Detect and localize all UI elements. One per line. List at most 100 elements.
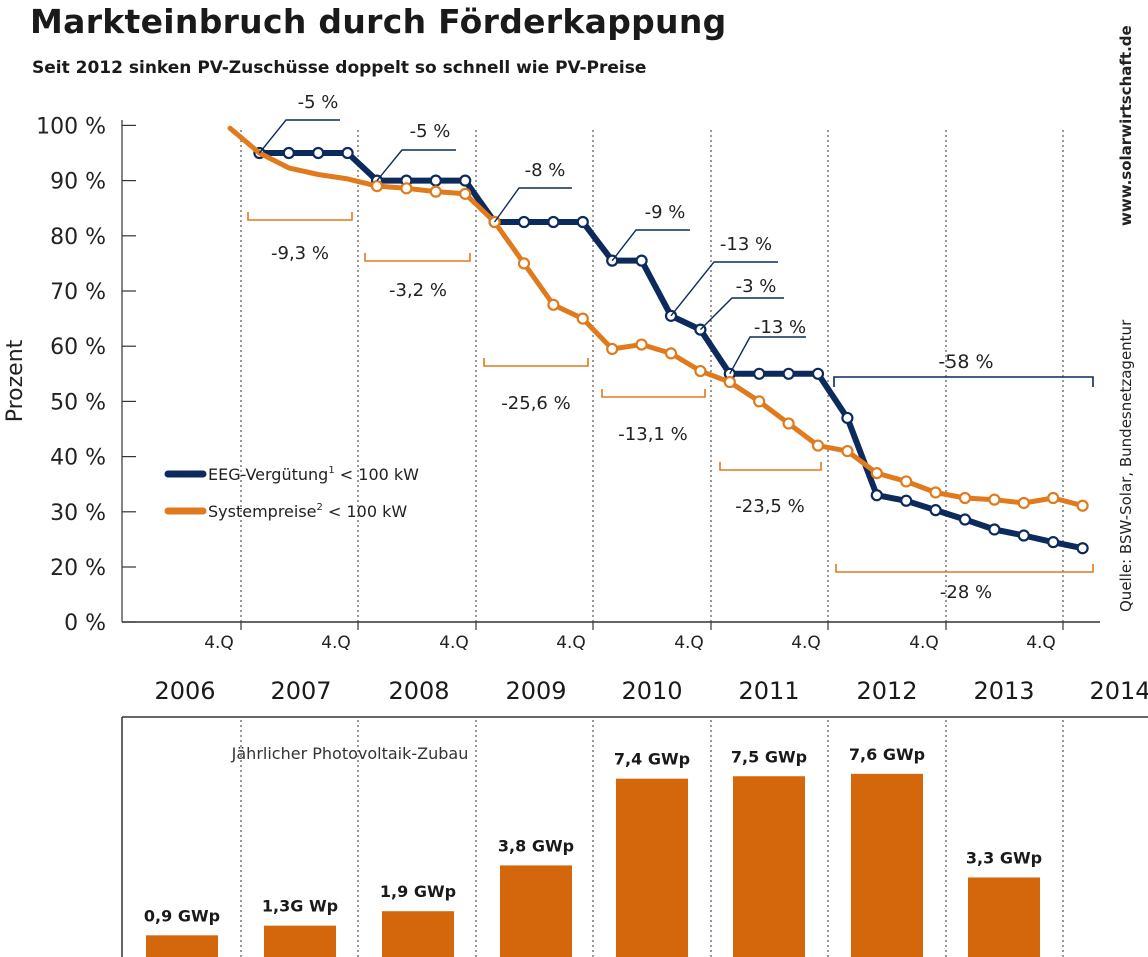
eeg-point — [1047, 536, 1060, 549]
system-point — [517, 257, 531, 270]
quarter-label: 4.Q — [439, 633, 469, 653]
eeg-change-label: -58 % — [938, 351, 993, 373]
eeg-point — [1017, 529, 1030, 542]
quarter-label: 4.Q — [204, 633, 234, 653]
bar-value-label: 1,3G Wp — [262, 897, 338, 916]
system-point — [635, 338, 648, 351]
system-change-label: -25,6 % — [501, 393, 570, 414]
eeg-point — [900, 494, 913, 507]
bar — [382, 911, 454, 957]
eeg-change-leader — [699, 297, 784, 331]
bar — [616, 778, 688, 957]
system-point — [900, 475, 913, 488]
eeg-bracket — [833, 376, 1094, 387]
system-point — [929, 486, 942, 499]
system-point — [1076, 499, 1089, 512]
source-label: Quelle: BSW-Solar, Bundesnetzagentur — [1117, 319, 1135, 612]
system-point — [988, 493, 1001, 506]
system-change-label: -23,5 % — [735, 496, 804, 517]
system-bracket — [483, 358, 589, 367]
system-point — [429, 185, 442, 198]
line-annotations: -5 % -5 % -8 % -9 % -13 % -3 % -13 % -58 % -9,3 … — [247, 92, 1094, 603]
bar — [733, 776, 805, 957]
eeg-point — [312, 146, 325, 160]
quarter-label: 4.Q — [556, 633, 586, 653]
system-point — [459, 187, 472, 200]
chart-title: Markteinbruch durch Förderkappung — [30, 2, 727, 41]
website-label: www.solarwirtschaft.de — [1117, 25, 1135, 226]
eeg-point — [429, 174, 442, 187]
eeg-point — [988, 523, 1001, 536]
system-bracket — [835, 564, 1094, 573]
eeg-point — [1076, 542, 1089, 555]
year-label: 2012 — [856, 677, 917, 705]
system-bracket — [364, 253, 471, 262]
system-change-label: -3,2 % — [389, 280, 447, 301]
y-tick-label: 60 % — [50, 335, 106, 360]
eeg-change-label: -9 % — [645, 202, 686, 223]
system-point — [400, 182, 413, 195]
year-label: 2009 — [505, 677, 566, 705]
year-label: 2014 — [1089, 677, 1148, 705]
bar-chart: Jährlicher Photovoltaik-Zubau 0,9 GWp 1,3G… — [121, 716, 1148, 957]
bar — [851, 773, 923, 957]
system-bracket — [247, 212, 353, 221]
bar — [968, 877, 1040, 957]
eeg-point — [841, 411, 854, 425]
bar-chart-title: Jährlicher Photovoltaik-Zubau — [231, 744, 469, 763]
system-change-label: -13,1 % — [618, 424, 687, 445]
bar-value-label: 7,6 GWp — [849, 745, 925, 764]
eeg-point — [576, 215, 589, 229]
y-tick-label: 0 % — [64, 611, 106, 636]
y-tick-label: 90 % — [50, 170, 106, 195]
y-tick-label: 100 % — [36, 114, 106, 139]
y-tick-label: 70 % — [50, 280, 106, 305]
y-tick-label: 40 % — [50, 446, 106, 471]
system-point — [1047, 491, 1060, 505]
system-point — [753, 395, 766, 408]
system-point — [694, 364, 707, 378]
eeg-change-label: -13 % — [720, 234, 772, 255]
eeg-change-leader — [670, 261, 778, 317]
system-point — [664, 347, 678, 360]
year-label: 2013 — [973, 677, 1034, 705]
system-point — [958, 491, 972, 505]
y-tick-label: 80 % — [50, 225, 106, 250]
y-axis-label: Prozent — [3, 339, 28, 422]
system-point — [723, 375, 736, 389]
system-change-label: -28 % — [940, 582, 992, 603]
eeg-point — [341, 146, 354, 160]
eeg-point — [958, 513, 972, 526]
eeg-point — [517, 215, 531, 229]
year-label: 2008 — [388, 677, 449, 705]
eeg-change-label: -3 % — [736, 276, 777, 297]
bar — [500, 865, 572, 957]
eeg-point — [870, 489, 883, 502]
system-bracket — [719, 462, 822, 471]
year-label: 2010 — [621, 677, 682, 705]
system-point — [841, 444, 854, 458]
eeg-point — [782, 367, 795, 380]
system-point — [811, 439, 825, 452]
bar-value-label: 1,9 GWp — [380, 882, 456, 901]
legend: EEG-Vergütung1 < 100 kW Systempreise2 < 1… — [164, 465, 419, 521]
eeg-change-leader — [611, 229, 690, 262]
quarter-label: 4.Q — [674, 633, 704, 653]
year-label: 2006 — [154, 677, 215, 705]
legend-label: EEG-Vergütung1 < 100 kW — [208, 465, 419, 484]
line-axes: 0 % 20 % 30 % 40 % 50 % 60 % 70 % 80 % 90 % 100 %… — [3, 114, 1148, 705]
year-label: 2011 — [738, 677, 799, 705]
eeg-change-leader — [258, 119, 340, 154]
eeg-change-label: -13 % — [754, 317, 806, 338]
quarter-label: 4.Q — [909, 633, 939, 653]
bar — [264, 925, 336, 957]
eeg-change-label: -5 % — [298, 92, 339, 113]
system-bracket — [601, 389, 706, 398]
system-change-label: -9,3 % — [271, 243, 329, 264]
system-point — [547, 298, 560, 311]
bar-value-label: 3,8 GWp — [498, 836, 574, 855]
chart-subtitle: Seit 2012 sinken PV-Zuschüsse doppelt so… — [32, 58, 647, 78]
eeg-point — [459, 174, 472, 187]
y-tick-label: 20 % — [50, 556, 106, 581]
